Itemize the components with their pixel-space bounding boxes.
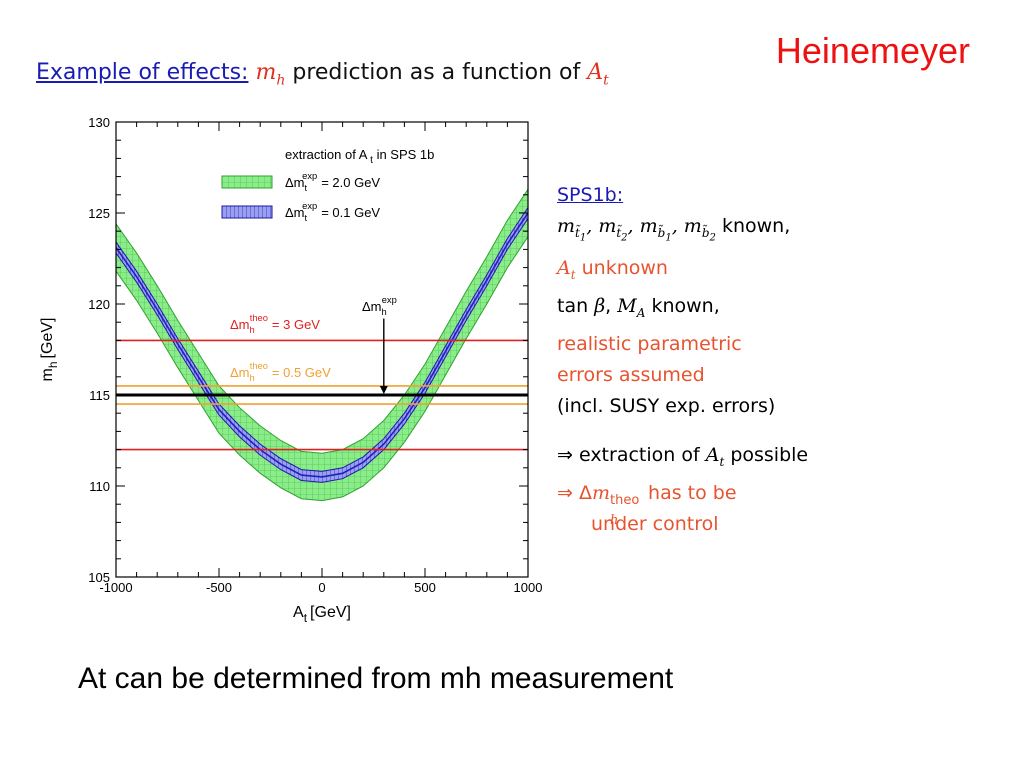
annotation-theo-3gev: Δmhtheo = 3 GeV — [230, 313, 320, 335]
y-axis-label: mh[GeV] — [39, 318, 60, 382]
tan-known-text: known, — [651, 294, 720, 317]
x-axis-label: At [GeV] — [293, 604, 351, 625]
y-tick-label: 115 — [89, 388, 110, 403]
x-tick-label: 500 — [414, 580, 436, 595]
annotation-theo-0p5gev: Δmhtheo = 0.5 GeV — [230, 361, 331, 383]
extraction-post: possible — [730, 443, 809, 466]
at-unknown-line: At unknown — [557, 257, 668, 282]
extraction-line: ⇒ extraction of At possible — [557, 443, 809, 469]
incl-line: (incl. SUSY exp. errors) — [557, 394, 776, 417]
annotation-exp: Δmhexp — [362, 295, 397, 317]
delta-line: ⇒ Δm theo h has to be — [557, 481, 737, 528]
y-tick-label: 105 — [88, 570, 110, 585]
tan-known-line: tan β, MA known, — [557, 294, 720, 320]
delta-post: has to be — [648, 481, 737, 504]
panel-title-line: SPS1b: — [557, 180, 997, 211]
at-unknown-text: unknown — [581, 257, 668, 280]
x-tick-label: 1000 — [514, 580, 543, 595]
legend-item-0p1gev: Δmtexp = 0.1 GeV — [285, 201, 380, 223]
x-tick-label: 0 — [318, 580, 325, 595]
masses-known-line: mt̃1, mt̃2, mb̃1, mb̃2 known, — [557, 215, 791, 244]
masses-known-text: known, — [721, 215, 791, 237]
heading-lead: Example of effects: — [36, 60, 249, 85]
realistic-line-2: errors assumed — [557, 363, 705, 386]
central-curve — [115, 212, 529, 478]
realistic-line-1: realistic parametric — [557, 332, 742, 355]
extraction-pre: ⇒ extraction of — [557, 443, 700, 466]
heading-var-mh: mh — [255, 60, 286, 89]
legend-title: extraction of A t in SPS 1b — [285, 147, 434, 166]
mh-vs-at-chart: -1000 -500 0 500 1000 105 110 115 120 125 130 At [Ge… — [39, 115, 543, 625]
legend-swatch-green — [221, 175, 273, 189]
author-name: Heinemeyer — [775, 30, 970, 71]
delta-pre: ⇒ Δ — [557, 481, 592, 504]
x-tick-label: -500 — [206, 580, 232, 595]
legend-swatch-blue — [221, 205, 273, 219]
y-tick-label: 130 — [88, 115, 110, 130]
under-control-line: under control — [591, 512, 719, 535]
legend-item-2gev: Δmtexp = 2.0 GeV — [285, 171, 380, 193]
x-tick-label: -1000 — [99, 580, 132, 595]
heading-var-at: At — [587, 60, 609, 89]
y-tick-label: 110 — [89, 479, 110, 494]
sps1b-panel: SPS1b: mt̃1, mt̃2, mb̃1, mb̃2 known, At … — [557, 180, 997, 540]
y-tick-label: 125 — [88, 206, 110, 221]
panel-title: SPS1b: — [557, 184, 624, 206]
slide-heading: Example of effects: mh prediction as a f… — [36, 60, 609, 88]
y-tick-label: 120 — [88, 297, 110, 312]
slide-caption: At can be determined from mh measurement — [78, 662, 674, 695]
heading-middle: prediction as a function of — [292, 60, 581, 85]
arrow-head — [379, 386, 388, 394]
